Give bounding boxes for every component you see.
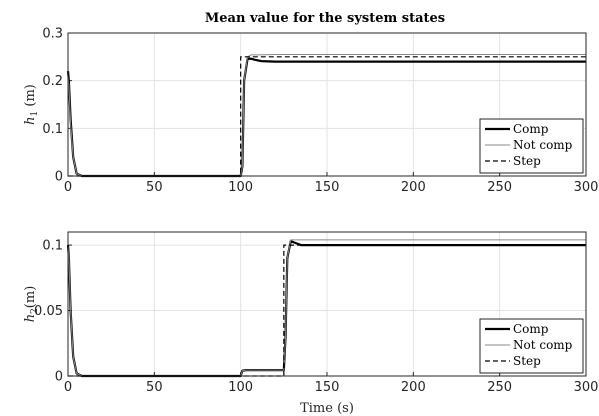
legend-label: Step	[513, 154, 541, 168]
axes-frame	[67, 32, 587, 177]
y-tick-label: 0.3	[42, 27, 63, 42]
y-tick-label: 0.2	[42, 74, 63, 89]
x-tick-label: 50	[146, 380, 163, 395]
x-tick-label: 150	[315, 380, 340, 395]
x-tick-label: 0	[64, 380, 72, 395]
x-tick-label: 100	[228, 380, 253, 395]
x-tick-label: 250	[487, 180, 512, 195]
legend-label: Step	[513, 354, 541, 368]
axes-frame	[67, 231, 587, 377]
series-line-not-comp	[67, 239, 586, 377]
y-axis-label: h1 (m)	[23, 84, 40, 125]
y-tick-label: 0	[55, 170, 63, 185]
legend-label: Comp	[513, 122, 549, 136]
x-tick-label: 300	[574, 180, 599, 195]
y-axis-label-sub: 2	[30, 308, 40, 314]
legend-label: Not comp	[513, 138, 573, 152]
x-tick-label: 100	[228, 180, 253, 195]
y-axis-label-rest: (m)	[23, 286, 38, 308]
x-tick-label: 300	[574, 380, 599, 395]
x-tick-label: 0	[64, 180, 72, 195]
y-axis-label-sub: 1	[30, 111, 40, 117]
legend-label: Not comp	[513, 338, 573, 352]
series-line-not-comp	[67, 53, 586, 177]
y-axis-label: h2(m)	[23, 286, 40, 323]
y-axis-label-main: h	[23, 314, 38, 322]
y-tick-label: 0.1	[42, 239, 63, 254]
x-tick-label: 150	[315, 180, 340, 195]
x-tick-label: 200	[401, 180, 426, 195]
y-tick-label: 0.1	[42, 122, 63, 137]
y-axis-label-main: h	[23, 116, 38, 124]
y-tick-label: 0.05	[34, 304, 63, 319]
y-tick-label: 0	[55, 370, 63, 385]
chart-title: Mean value for the system states	[205, 11, 445, 26]
x-tick-label: 250	[487, 380, 512, 395]
series-line-step	[68, 56, 586, 177]
x-axis-label: Time (s)	[300, 401, 354, 416]
x-tick-label: 200	[401, 380, 426, 395]
y-axis-label-rest: (m)	[23, 84, 38, 111]
x-tick-label: 50	[146, 180, 163, 195]
legend-label: Comp	[513, 322, 549, 336]
